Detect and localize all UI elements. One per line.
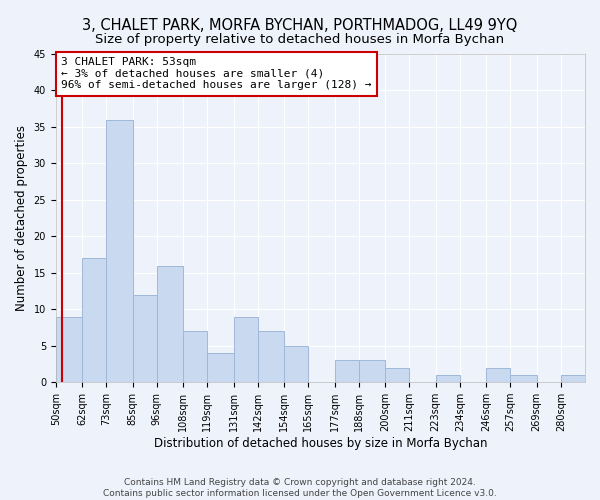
Text: Size of property relative to detached houses in Morfa Bychan: Size of property relative to detached ho… [95, 32, 505, 46]
Bar [233, 316, 258, 382]
Text: 3 CHALET PARK: 53sqm
← 3% of detached houses are smaller (4)
96% of semi-detache: 3 CHALET PARK: 53sqm ← 3% of detached ho… [61, 58, 371, 90]
Bar [207, 353, 233, 382]
Bar [106, 120, 133, 382]
Bar [385, 368, 409, 382]
Text: 3, CHALET PARK, MORFA BYCHAN, PORTHMADOG, LL49 9YQ: 3, CHALET PARK, MORFA BYCHAN, PORTHMADOG… [82, 18, 518, 32]
Bar [359, 360, 385, 382]
Bar [486, 368, 511, 382]
Bar [258, 331, 284, 382]
Bar [56, 316, 82, 382]
Bar [511, 375, 536, 382]
Bar [284, 346, 308, 382]
Bar [561, 375, 585, 382]
Bar [133, 294, 157, 382]
Bar [335, 360, 359, 382]
Text: Contains HM Land Registry data © Crown copyright and database right 2024.
Contai: Contains HM Land Registry data © Crown c… [103, 478, 497, 498]
Bar [157, 266, 183, 382]
X-axis label: Distribution of detached houses by size in Morfa Bychan: Distribution of detached houses by size … [154, 437, 487, 450]
Y-axis label: Number of detached properties: Number of detached properties [15, 125, 28, 311]
Bar [183, 331, 207, 382]
Bar [436, 375, 460, 382]
Bar [82, 258, 106, 382]
